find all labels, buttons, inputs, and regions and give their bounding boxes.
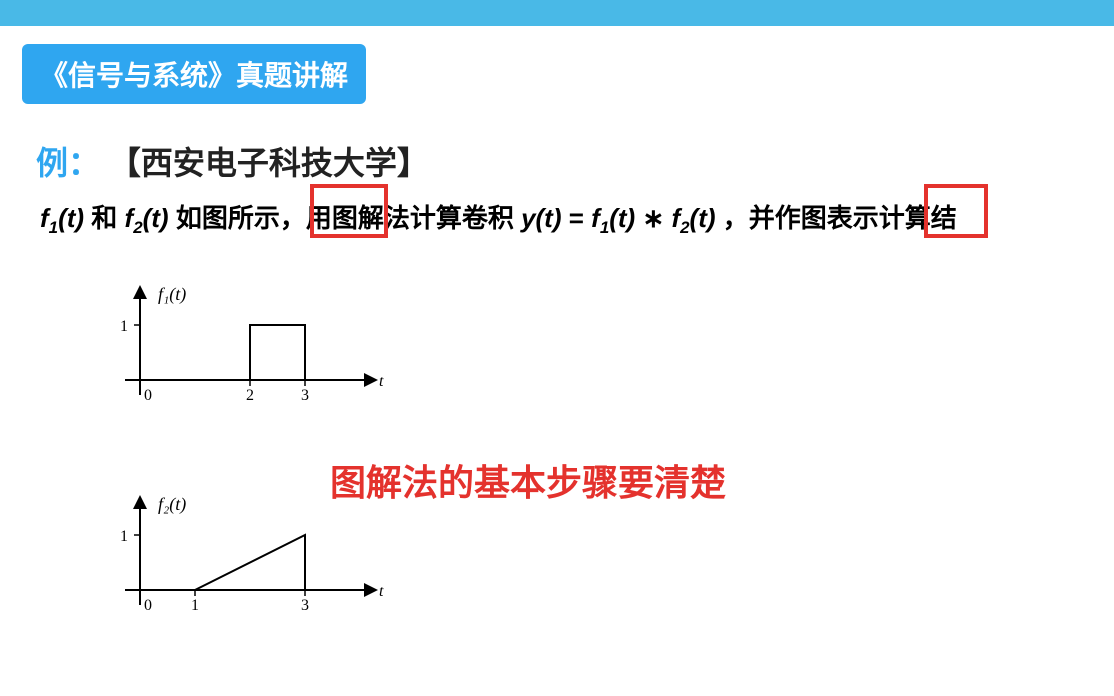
callout-text: 图解法的基本步骤要清楚 <box>330 454 726 506</box>
example-line: 例： 【西安电子科技大学】 <box>36 138 429 184</box>
top-bar <box>0 0 1114 26</box>
title-badge: 《信号与系统》真题讲解 <box>22 44 366 104</box>
example-source: 【西安电子科技大学】 <box>109 145 429 181</box>
svg-text:1: 1 <box>191 597 199 614</box>
svg-text:t: t <box>379 373 384 390</box>
eq-star: ∗ <box>642 203 671 233</box>
svg-text:0: 0 <box>144 387 152 404</box>
chart-f1: f₁(t) t 0 2 3 1 <box>90 250 410 420</box>
svg-text:1: 1 <box>120 528 128 545</box>
problem-statement: f1(t) 和 f2(t) 如图所示，用图解法计算卷积 y(t) = f1(t)… <box>40 198 957 238</box>
highlight-box <box>924 184 988 238</box>
f2-symbol: f2(t) <box>125 203 169 233</box>
text-trail: ，并作图表示计算结 <box>723 203 957 233</box>
eq-equals: = <box>569 203 591 233</box>
text-and: 和 <box>91 203 124 233</box>
eq-lhs: y(t) <box>521 203 561 233</box>
eq-f2: f2(t) <box>671 203 715 233</box>
svg-text:f₂(t): f₂(t) <box>158 494 186 515</box>
svg-text:t: t <box>379 583 384 600</box>
svg-text:0: 0 <box>144 597 152 614</box>
title-text: 《信号与系统》真题讲解 <box>40 60 348 91</box>
svg-text:2: 2 <box>246 387 254 404</box>
eq-f1: f1(t) <box>591 203 635 233</box>
svg-text:f₁(t): f₁(t) <box>158 284 186 305</box>
svg-text:1: 1 <box>120 318 128 335</box>
svg-text:3: 3 <box>301 387 309 404</box>
example-label: 例： <box>36 145 100 181</box>
f1-symbol: f1(t) <box>40 203 84 233</box>
svg-text:3: 3 <box>301 597 309 614</box>
highlight-box <box>310 184 388 238</box>
